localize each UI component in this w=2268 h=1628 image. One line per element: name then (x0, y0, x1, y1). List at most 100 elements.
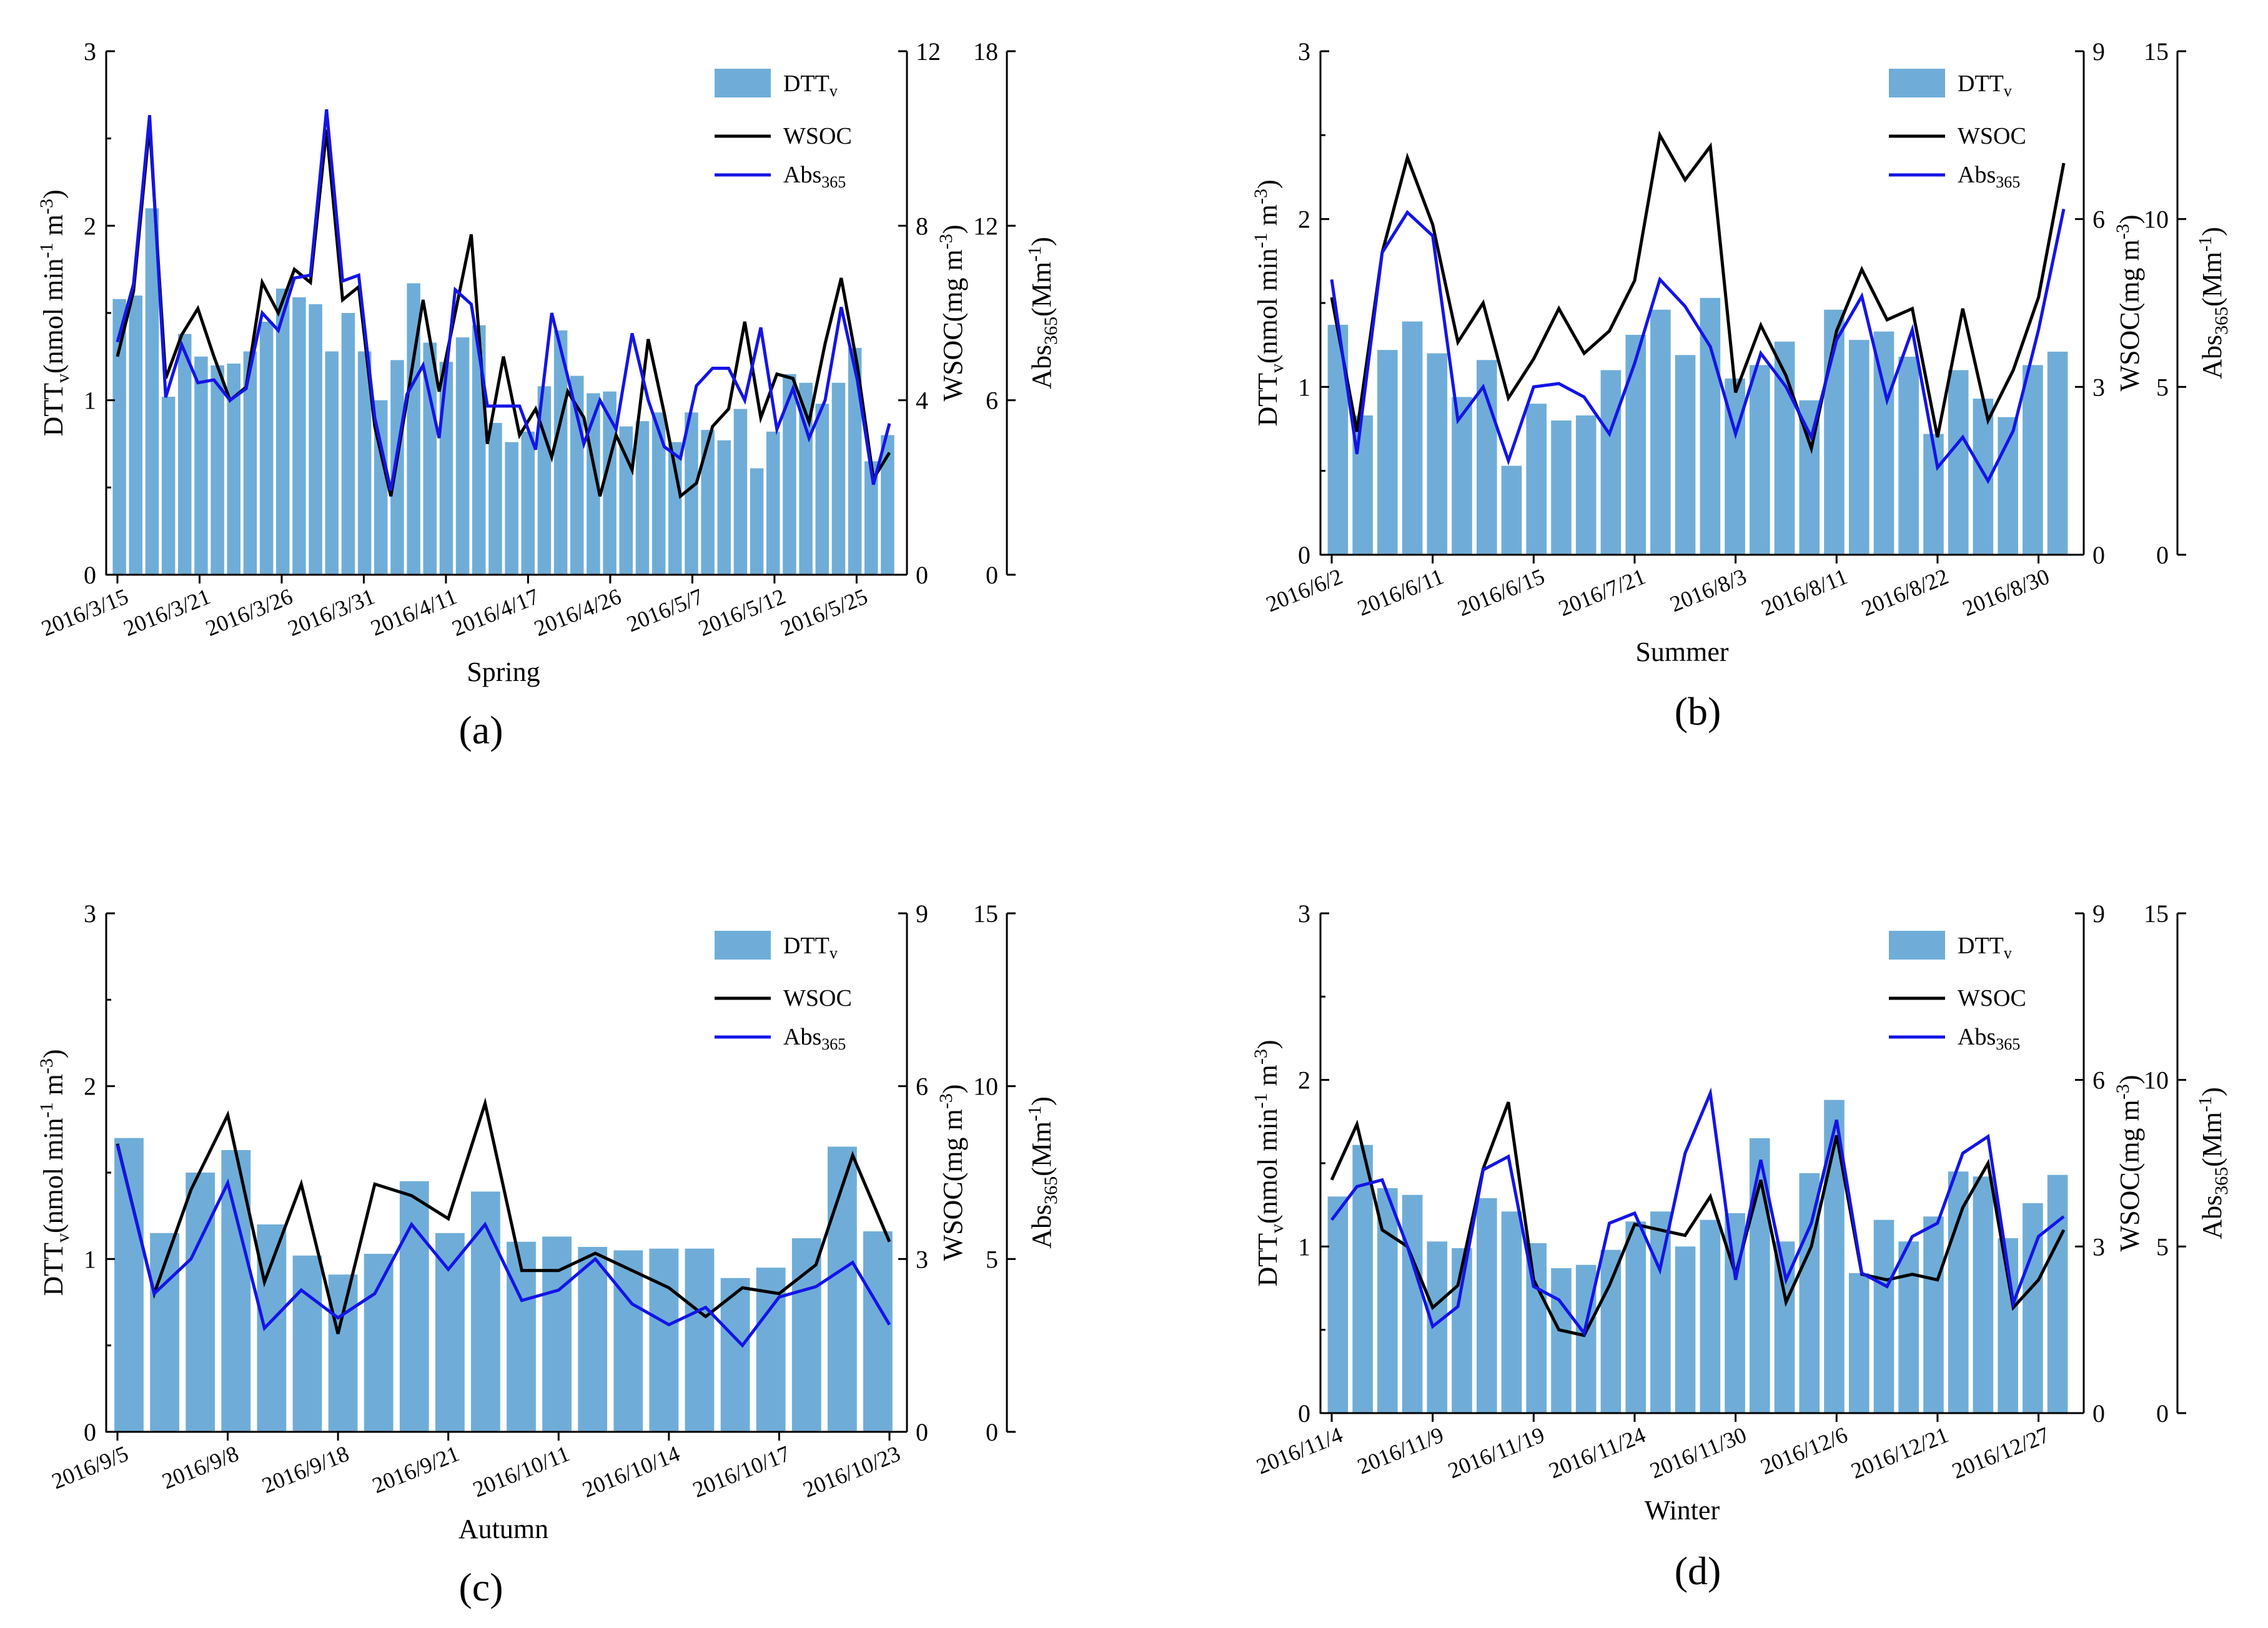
left-tick-label: 3 (1298, 900, 1310, 928)
wsoc-tick-label: 12 (916, 37, 941, 66)
wsoc-axis-title-main: WSOC(mg m (938, 1109, 968, 1261)
x-axis-title: Summer (1635, 637, 1728, 667)
dtt-bar (831, 382, 846, 575)
abs-tick-label: 15 (2144, 900, 2169, 928)
abs-tick-label: 18 (973, 37, 998, 66)
left-axis-title: DTTv(nmol min-1 m-3) (36, 190, 73, 437)
dtt-bar (292, 1255, 322, 1432)
x-tick-label: 2016/8/3 (1666, 563, 1750, 617)
x-tick-label: 2016/6/11 (1354, 563, 1447, 620)
wsoc-axis-title: WSOC(mg m-3) (2112, 1075, 2145, 1252)
dtt-bar (292, 297, 306, 575)
x-tick-label: 2016/11/4 (1253, 1422, 1346, 1479)
wsoc-line (1330, 1101, 2066, 1338)
abs-axis-title: Abs365(Mm-1) (1024, 1096, 1061, 1249)
abs-axis-title-exp: -1 (1024, 1106, 1045, 1121)
wsoc-axis-title: WSOC(mg m-3) (936, 1085, 968, 1261)
x-axis-title: Autumn (458, 1514, 548, 1544)
left-tick-label: 3 (84, 37, 96, 66)
left-axis-title: DTTv(nmol min-1 m-3) (36, 1050, 73, 1296)
left-axis-title-sub: v (52, 374, 73, 383)
abs365-line (1330, 1087, 2065, 1337)
legend-label-abs: Abs365 (1958, 162, 2020, 191)
dtt-bar (364, 1254, 394, 1432)
x-tick-label: 2016/12/27 (1949, 1422, 2053, 1484)
abs-tick-label: 10 (2144, 1066, 2169, 1094)
x-tick-label: 2016/9/8 (159, 1441, 242, 1494)
abs-axis-title-exp: -1 (1024, 246, 1045, 262)
left-tick-label: 2 (84, 212, 96, 240)
x-tick-label: 2016/6/15 (1454, 563, 1548, 621)
x-tick-label: 2016/12/6 (1757, 1422, 1851, 1479)
left-axis-title-unit2: m (1252, 1065, 1283, 1093)
left-tick-label: 1 (84, 387, 96, 415)
wsoc-axis-title-exp: -3 (2112, 224, 2133, 239)
abs-tick-label: 6 (986, 387, 998, 415)
chart-panel-c: 0 1 2 3 0 3 6 9 0 5 10 15 2016/9/5 2016/9/8 2016/9/18 2… (36, 900, 1061, 1609)
legend-label-abs-main: Abs (783, 1024, 821, 1050)
dtt-bar (488, 423, 502, 575)
left-tick-label: 0 (1298, 1399, 1310, 1427)
abs-tick-label: 0 (986, 1418, 998, 1446)
left-tick-label: 1 (84, 1245, 96, 1273)
legend-label-abs: Abs365 (783, 1024, 846, 1053)
dtt-bar (210, 365, 224, 575)
legend-label-dtt-sub: v (829, 944, 838, 962)
abs-axis-title-main: Abs (1026, 1204, 1057, 1249)
legend-label-dtt: DTTv (783, 933, 838, 962)
dtt-bar (791, 1238, 821, 1432)
dtt-bar (815, 404, 829, 575)
dtt-bar (799, 382, 813, 575)
x-tick-label: 2016/8/11 (1758, 563, 1851, 620)
abs-tick-label: 15 (973, 900, 998, 928)
abs-tick-label: 0 (2156, 541, 2169, 569)
x-tick-label: 2016/12/21 (1848, 1422, 1952, 1484)
dtt-bar (1402, 321, 1423, 555)
dtt-bar (243, 351, 257, 575)
left-axis-title-exp: -1 (36, 242, 57, 258)
dtt-bar (309, 304, 322, 575)
dtt-bar (341, 313, 355, 575)
left-tick-label: 0 (84, 561, 96, 589)
abs-axis-title-unit: (Mm (1026, 1121, 1057, 1176)
abs365-line (116, 109, 891, 491)
abs-axis-title-sub: 365 (2211, 1167, 2232, 1195)
abs-tick-label: 0 (986, 561, 998, 589)
legend-label-abs-main: Abs (1958, 162, 1996, 188)
dtt-bar (1551, 420, 1572, 555)
dtt-bar (471, 1191, 500, 1432)
legend-label-wsoc: WSOC (783, 123, 852, 149)
wsoc-line (1330, 130, 2066, 455)
x-tick-label: 2016/7/21 (1555, 563, 1649, 621)
wsoc-tick-label: 9 (2092, 37, 2105, 66)
x-tick-label: 2016/11/9 (1354, 1422, 1447, 1479)
left-axis-title-main: DTT (1252, 373, 1283, 427)
abs-axis-title-main: Abs (2197, 335, 2227, 379)
x-tick-label: 2016/10/23 (800, 1441, 904, 1502)
x-tick-label: 2016/8/30 (1959, 563, 2053, 621)
dtt-bar (613, 1250, 643, 1432)
dtt-bar (1427, 353, 1448, 555)
dtt-bar (259, 322, 274, 575)
dtt-bar (1650, 309, 1671, 555)
wsoc-tick-label: 9 (2092, 900, 2105, 928)
dtt-bar (194, 356, 208, 575)
left-axis-title-exp: -1 (1250, 1093, 1271, 1108)
dtt-bar (651, 412, 666, 575)
dtt-bar (1575, 415, 1597, 555)
legend-swatch-dtt (715, 69, 771, 97)
left-axis-title-close: ) (1252, 180, 1283, 189)
x-tick-label: 2016/10/17 (689, 1441, 793, 1502)
dtt-bar (227, 364, 240, 575)
legend-label-abs-main: Abs (1958, 1024, 1996, 1050)
dtt-bar (537, 386, 552, 575)
dtt-bar (435, 1233, 465, 1432)
x-tick-label: 2016/9/18 (259, 1441, 352, 1498)
dtt-bar (439, 362, 453, 575)
abs365-line (116, 1144, 891, 1348)
x-axis-title: Winter (1645, 1495, 1720, 1526)
x-tick-label: 2016/3/26 (202, 583, 296, 641)
abs-axis-title-close: ) (1026, 237, 1057, 246)
abs-tick-label: 5 (2156, 1233, 2169, 1261)
legend: DTTv WSOC Abs365 (715, 69, 852, 191)
